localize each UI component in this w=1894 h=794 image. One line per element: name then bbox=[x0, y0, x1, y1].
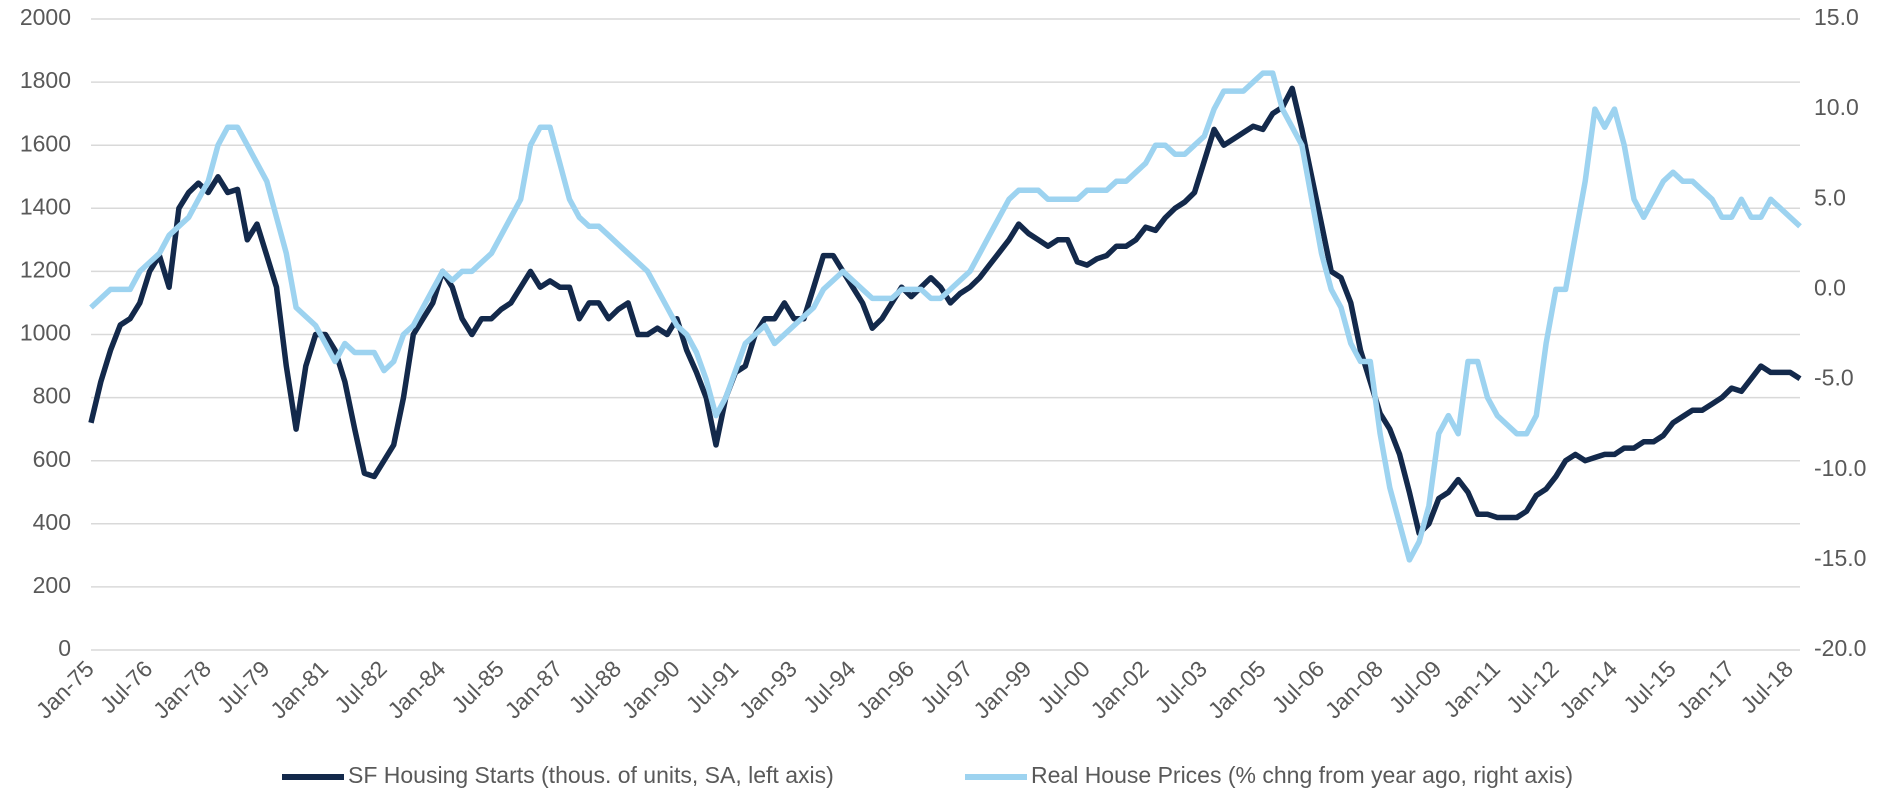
x-tick-label: Jan-99 bbox=[968, 655, 1036, 723]
y2-tick-label: -15.0 bbox=[1814, 545, 1866, 571]
x-tick-label: Jan-02 bbox=[1085, 655, 1153, 723]
x-tick-label: Jan-05 bbox=[1203, 655, 1271, 723]
x-tick-label: Jan-17 bbox=[1671, 655, 1739, 723]
y2-tick-label: 0.0 bbox=[1814, 275, 1846, 301]
y2-tick-label: -20.0 bbox=[1814, 635, 1866, 661]
y-tick-label: 1200 bbox=[20, 256, 71, 282]
y-tick-label: 1000 bbox=[20, 320, 71, 346]
x-tick-label: Jan-75 bbox=[31, 655, 99, 723]
y2-tick-label: 10.0 bbox=[1814, 94, 1859, 120]
y-tick-label: 200 bbox=[33, 572, 71, 598]
y2-tick-label: -10.0 bbox=[1814, 455, 1866, 481]
y2-tick-label: 5.0 bbox=[1814, 184, 1846, 210]
x-tick-label: Jul-94 bbox=[798, 655, 861, 718]
x-tick-label: Jan-11 bbox=[1438, 655, 1505, 722]
y-tick-label: 1800 bbox=[20, 67, 71, 93]
x-tick-label: Jul-79 bbox=[212, 655, 275, 718]
x-tick-label: Jul-15 bbox=[1618, 655, 1681, 718]
x-tick-label: Jul-12 bbox=[1501, 655, 1564, 718]
x-tick-label: Jul-03 bbox=[1149, 655, 1212, 718]
x-tick-label: Jul-76 bbox=[95, 655, 158, 718]
data-line bbox=[89, 70, 1802, 563]
x-tick-label: Jul-85 bbox=[446, 655, 509, 718]
x-tick-label: Jan-87 bbox=[499, 655, 567, 723]
y2-tick-label: 15.0 bbox=[1814, 4, 1859, 30]
x-tick-label: Jan-93 bbox=[734, 655, 802, 723]
x-tick-label: Jul-82 bbox=[329, 655, 392, 718]
x-tick-label: Jul-00 bbox=[1032, 655, 1095, 718]
x-tick-label: Jan-84 bbox=[382, 655, 450, 723]
y-tick-label: 1400 bbox=[20, 193, 71, 219]
x-tick-label: Jan-81 bbox=[265, 655, 333, 723]
legend-label: Real House Prices (% chng from year ago,… bbox=[1031, 762, 1573, 788]
x-tick-label: Jul-09 bbox=[1384, 655, 1447, 718]
y-tick-label: 0 bbox=[58, 635, 71, 661]
x-tick-label: Jan-78 bbox=[148, 655, 216, 723]
y-tick-label: 600 bbox=[33, 446, 71, 472]
x-tick-label: Jul-91 bbox=[681, 655, 744, 718]
x-tick-label: Jul-18 bbox=[1735, 655, 1798, 718]
x-tick-label: Jan-90 bbox=[617, 655, 685, 723]
y-tick-label: 1600 bbox=[20, 130, 71, 156]
y-tick-label: 800 bbox=[33, 383, 71, 409]
x-tick-label: Jan-08 bbox=[1320, 655, 1388, 723]
x-tick-label: Jul-88 bbox=[563, 655, 626, 718]
data-line bbox=[88, 85, 1802, 537]
y-tick-label: 400 bbox=[33, 509, 71, 535]
y-tick-label: 2000 bbox=[20, 4, 71, 30]
x-tick-label: Jul-97 bbox=[915, 655, 978, 718]
y2-tick-label: -5.0 bbox=[1814, 365, 1854, 391]
legend-label: SF Housing Starts (thous. of units, SA, … bbox=[348, 762, 834, 788]
x-tick-label: Jan-96 bbox=[851, 655, 919, 723]
x-tick-label: Jul-06 bbox=[1267, 655, 1330, 718]
x-tick-label: Jan-14 bbox=[1554, 655, 1622, 723]
